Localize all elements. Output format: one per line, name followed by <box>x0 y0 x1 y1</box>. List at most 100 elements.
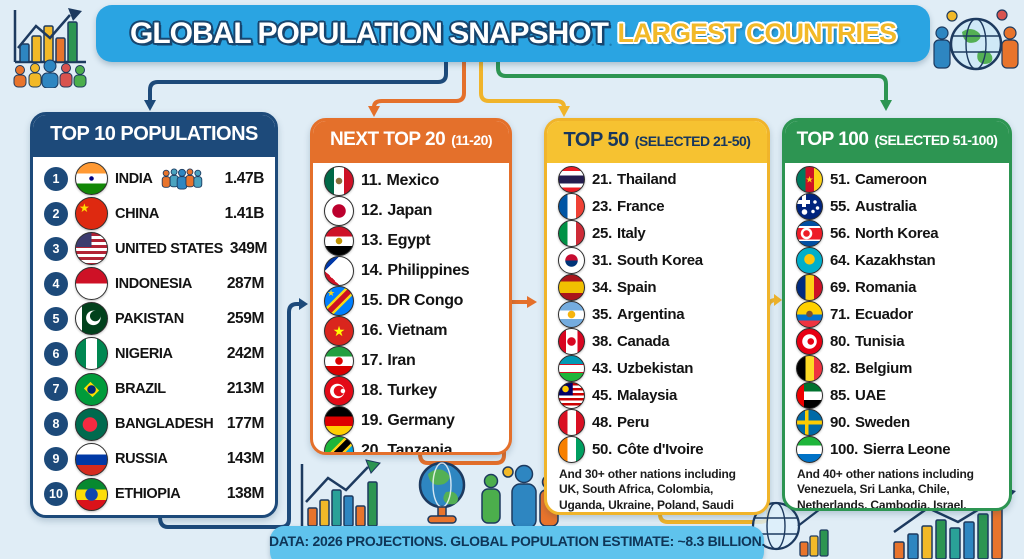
country-name: CHINA <box>115 205 159 222</box>
rank-badge: 9 <box>44 447 68 472</box>
panel-top10: TOP 10 POPULATIONS 1 INDIA 1.47B 2 CHINA… <box>30 112 278 518</box>
country-name: BANGLADESH <box>115 416 214 433</box>
country-name: Ecuador <box>854 306 913 323</box>
panel-top50-header: TOP 50 (SELECTED 21-50) <box>547 121 767 163</box>
country-rank: 48. <box>592 414 612 431</box>
country-flag-icon <box>324 316 354 346</box>
country-row: 45. Malaysia <box>558 382 756 409</box>
country-flag-icon <box>558 220 585 247</box>
country-row: 100. Sierra Leone <box>796 436 998 463</box>
population-row: 5 PAKISTAN 259M <box>44 302 264 336</box>
country-name: Egypt <box>387 232 431 249</box>
country-rank: 12. <box>361 202 383 219</box>
page-subtitle: LARGEST COUNTRIES <box>617 18 897 48</box>
country-row: 80. Tunisia <box>796 328 998 355</box>
country-flag-icon <box>324 436 354 452</box>
population-value: 1.41B <box>224 204 265 222</box>
country-name: North Korea <box>854 225 939 242</box>
country-flag-icon <box>75 197 108 231</box>
country-name: PAKISTAN <box>115 310 184 327</box>
country-rank: 20. <box>361 442 383 455</box>
country-name: Uzbekistan <box>616 360 694 377</box>
country-name: Malaysia <box>616 387 678 404</box>
country-name: Tunisia <box>854 333 905 350</box>
country-flag-icon <box>558 166 585 193</box>
country-flag-icon <box>796 193 823 220</box>
country-rank: 31. <box>592 252 612 269</box>
country-row: 20. Tanzania <box>324 436 498 455</box>
country-row: 12. Japan <box>324 196 498 226</box>
country-rank: 11. <box>361 172 382 189</box>
country-name: NIGERIA <box>115 345 173 362</box>
country-name: Tanzania <box>387 442 453 455</box>
country-rank: 56. <box>830 225 850 242</box>
rank-badge: 4 <box>44 271 68 296</box>
country-name: DR Congo <box>387 292 464 309</box>
rank-badge: 3 <box>44 236 68 261</box>
population-value: 213M <box>226 380 265 398</box>
country-row: 90. Sweden <box>796 409 998 436</box>
country-flag-icon <box>558 355 585 382</box>
country-row: 71. Ecuador <box>796 301 998 328</box>
country-row: 14. Philippines <box>324 256 498 286</box>
country-flag-icon <box>75 477 108 511</box>
country-flag-icon <box>558 301 585 328</box>
rank-badge: 5 <box>44 306 68 331</box>
country-flag-icon <box>324 406 354 436</box>
country-rank: 21. <box>592 171 612 188</box>
country-name: Sierra Leone <box>863 441 951 458</box>
rank-badge: 6 <box>44 341 68 366</box>
country-rank: 45. <box>592 387 612 404</box>
country-flag-icon <box>324 256 354 286</box>
country-rank: 50. <box>592 441 612 458</box>
population-row: 1 INDIA 1.47B <box>44 162 265 196</box>
country-flag-icon <box>324 196 354 226</box>
country-name: Italy <box>616 225 646 242</box>
country-flag-icon <box>796 382 823 409</box>
country-name: UNITED STATES <box>115 240 223 257</box>
rank-badge: 10 <box>44 482 68 507</box>
country-flag-icon <box>324 376 354 406</box>
rank-badge: 2 <box>44 201 68 226</box>
country-name: Mexico <box>386 172 439 189</box>
country-row: 43. Uzbekistan <box>558 355 756 382</box>
country-flag-icon <box>796 328 823 355</box>
country-rank: 23. <box>592 198 612 215</box>
panel-top100-list: 51. Cameroon 55. Australia 56. North Kor… <box>785 163 1009 465</box>
country-name: South Korea <box>616 252 703 269</box>
panel-next20-subtitle: (11-20) <box>451 132 493 148</box>
population-value: 177M <box>226 415 265 433</box>
country-name: Thailand <box>616 171 677 188</box>
country-rank: 35. <box>592 306 612 323</box>
population-value: 1.47B <box>224 169 265 187</box>
globe-stand-icon <box>418 461 466 524</box>
country-rank: 69. <box>830 279 850 296</box>
country-rank: 85. <box>830 387 850 404</box>
country-row: 85. UAE <box>796 382 998 409</box>
population-row: 3 UNITED STATES 349M <box>44 232 267 266</box>
connector-top10 <box>148 62 448 101</box>
panel-top100-subtitle: (SELECTED 51-100) <box>874 132 998 148</box>
country-row: 48. Peru <box>558 409 756 436</box>
country-row: 18. Turkey <box>324 376 498 406</box>
country-rank: 64. <box>830 252 850 269</box>
country-flag-icon <box>324 286 354 316</box>
country-flag-icon <box>558 274 585 301</box>
country-flag-icon <box>75 302 108 336</box>
country-row: 23. France <box>558 193 756 220</box>
panel-top50-list: 21. Thailand 23. France 25. Italy 31. So… <box>547 163 767 465</box>
country-name: Sweden <box>854 414 910 431</box>
page-title: GLOBAL POPULATION SNAPSHOT <box>130 16 609 50</box>
country-name: UAE <box>854 387 886 404</box>
country-rank: 19. <box>361 412 383 429</box>
country-flag-icon <box>558 247 585 274</box>
country-flag-icon <box>796 166 823 193</box>
country-name: RUSSIA <box>115 451 168 468</box>
panel-next20-header: NEXT TOP 20 (11-20) <box>313 121 509 163</box>
country-name: Philippines <box>387 262 470 279</box>
country-row: 64. Kazakhstan <box>796 247 998 274</box>
country-rank: 43. <box>592 360 612 377</box>
country-rank: 80. <box>830 333 850 350</box>
population-row: 6 NIGERIA 242M <box>44 337 264 371</box>
